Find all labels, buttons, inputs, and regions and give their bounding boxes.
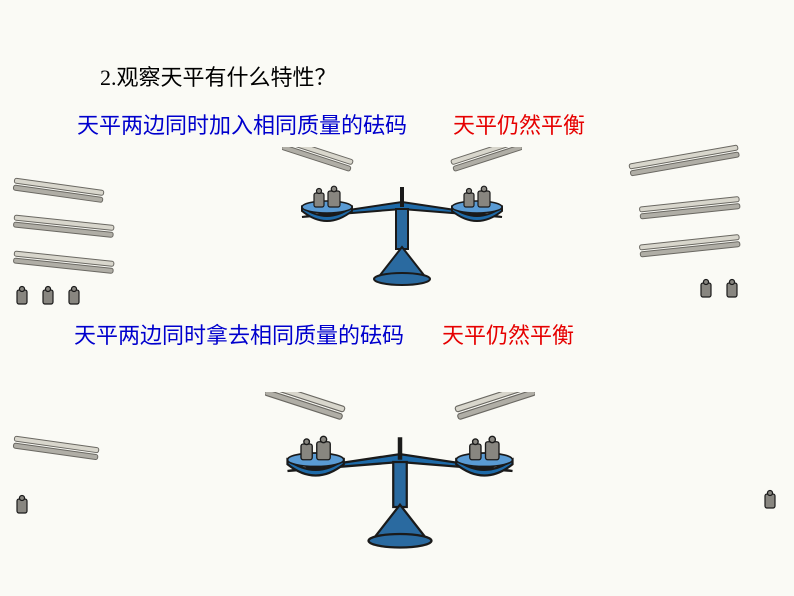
balance-scale (265, 392, 535, 555)
statement-blue: 天平两边同时加入相同质量的砝码 (77, 113, 407, 138)
decoration-tweezers-stack-right (630, 160, 740, 299)
decoration-tweezers-stack-left (14, 174, 114, 306)
statement-blue: 天平两边同时拿去相同质量的砝码 (74, 323, 404, 348)
decoration-tweezer-weight-left (14, 432, 99, 520)
balance-scale (282, 147, 522, 292)
statement-red: 天平仍然平衡 (453, 113, 585, 138)
decoration-tweezer-weight-right (762, 428, 778, 515)
statement-row: 天平两边同时拿去相同质量的砝码 天平仍然平衡 (74, 318, 574, 350)
statement-red: 天平仍然平衡 (442, 323, 574, 348)
question-heading: 2.观察天平有什么特性？ (100, 60, 337, 92)
statement-row: 天平两边同时加入相同质量的砝码 天平仍然平衡 (77, 108, 585, 140)
